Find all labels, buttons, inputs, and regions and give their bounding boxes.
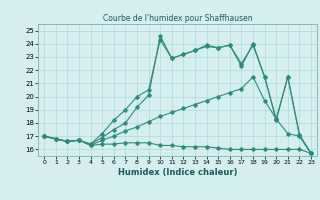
- X-axis label: Humidex (Indice chaleur): Humidex (Indice chaleur): [118, 168, 237, 177]
- Title: Courbe de l'humidex pour Shaffhausen: Courbe de l'humidex pour Shaffhausen: [103, 14, 252, 23]
